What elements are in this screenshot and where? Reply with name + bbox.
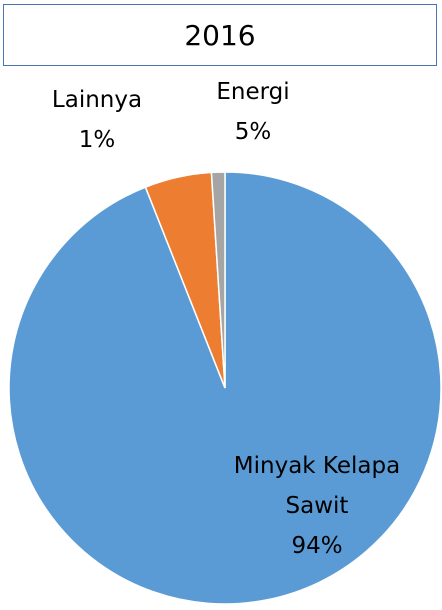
data-label: Energi 5% <box>193 72 313 152</box>
chart-title: 2016 <box>3 4 437 66</box>
data-label: Lainnya 1% <box>37 80 157 160</box>
value-label: 94% <box>291 533 343 559</box>
value-label: 1% <box>78 127 116 153</box>
data-label: Minyak Kelapa Sawit 94% <box>212 446 422 566</box>
category-label: Lainnya <box>51 87 143 113</box>
pie-slice <box>210 171 226 389</box>
category-label: Energi <box>216 79 290 105</box>
category-label: Minyak Kelapa Sawit <box>233 453 401 519</box>
value-label: 5% <box>234 119 272 145</box>
